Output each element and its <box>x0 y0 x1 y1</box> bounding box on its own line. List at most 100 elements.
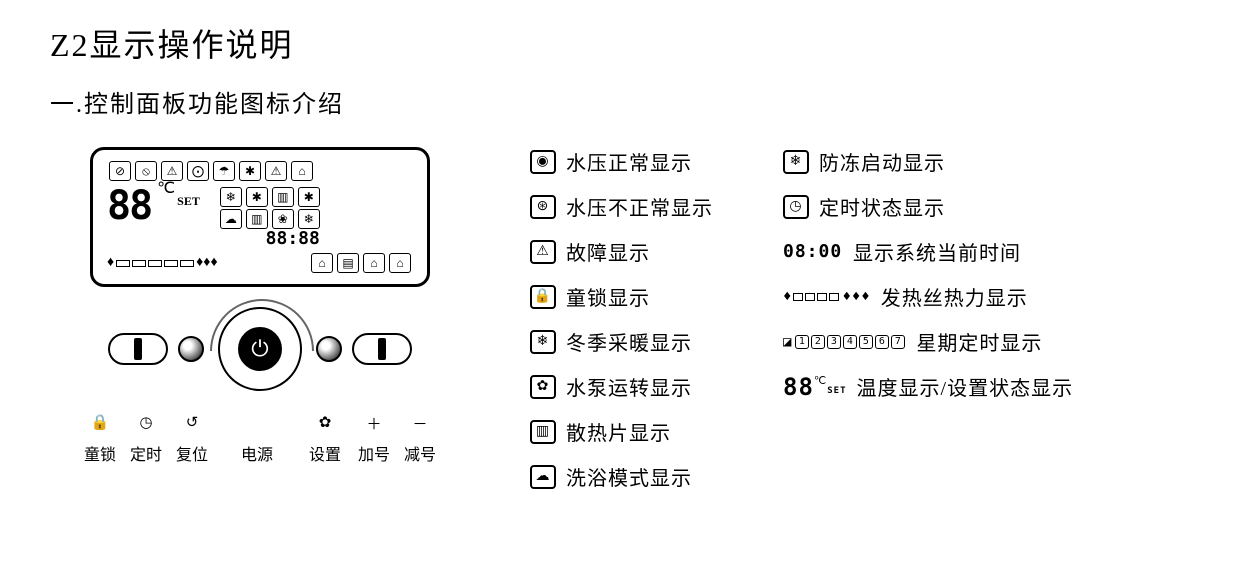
power-ring: ⏻ <box>218 307 302 391</box>
legend-icon: ▥ <box>530 420 556 444</box>
legend-item: ✿ 水泵运转显示 <box>530 372 713 401</box>
button-label: 电源 <box>215 413 299 465</box>
lcd-icon: ▥ <box>246 209 268 229</box>
legend-item: ⊛ 水压不正常显示 <box>530 192 713 221</box>
right-dot-button[interactable] <box>316 336 342 362</box>
button-label-icon: ◷ <box>123 413 169 431</box>
legend-label: 温度显示/设置状态显示 <box>857 372 1074 401</box>
legend-label: 散热片显示 <box>566 417 671 446</box>
button-label-text: 加号 <box>358 447 390 464</box>
legend-columns: ◉ 水压正常显示 ⊛ 水压不正常显示 ⚠ 故障显示 🔒 童锁显示 ❄ 冬季采暖显示 ✿ 水泵运转显示 ▥… <box>530 147 1073 507</box>
legend-col-left: ◉ 水压正常显示 ⊛ 水压不正常显示 ⚠ 故障显示 🔒 童锁显示 ❄ 冬季采暖显示 ✿ 水泵运转显示 ▥… <box>530 147 713 507</box>
legend-icon: ❄ <box>530 330 556 354</box>
legend-item: 88℃SET 温度显示/设置状态显示 <box>783 372 1073 401</box>
lcd-icon: ▥ <box>272 187 294 207</box>
lcd-icon: ⌂ <box>291 161 313 181</box>
button-labels-row: 🔒 童锁 ◷ 定时 ↺ 复位电源✿ 设置 ＋加号－ 减号 <box>50 413 470 465</box>
legend-icon: ⚠ <box>530 240 556 264</box>
legend-col-right: ❄ 防冻启动显示 ◷定时状态显示 08:00 显示系统当前时间 ♦♦♦♦发热丝热力显示 ◪1… <box>783 147 1073 507</box>
physical-controls: ⏻ <box>50 307 470 391</box>
lcd-temp-unit: ℃ <box>157 178 175 198</box>
lcd-set-label: SET <box>177 194 200 209</box>
button-label: ＋加号 <box>351 413 397 465</box>
lcd-icon: ⚠ <box>265 161 287 181</box>
legend-icon: 88℃SET <box>783 373 847 401</box>
legend-label: 水压不正常显示 <box>566 192 713 221</box>
button-label-text: 复位 <box>176 447 208 464</box>
legend-item: ⚠ 故障显示 <box>530 237 713 266</box>
legend-icon: ◷ <box>783 195 809 219</box>
legend-label: 防冻启动显示 <box>819 147 945 176</box>
lcd-icon: ❄ <box>298 209 320 229</box>
legend-icon: ☁ <box>530 465 556 489</box>
lcd-icon: ⦸ <box>135 161 157 181</box>
legend-label: 显示系统当前时间 <box>853 237 1021 266</box>
button-label: 🔒 童锁 <box>77 413 123 465</box>
legend-item: ♦♦♦♦发热丝热力显示 <box>783 282 1073 311</box>
lcd-icon: ⊘ <box>109 161 131 181</box>
legend-icon: ✿ <box>530 375 556 399</box>
legend-item: ◪1234567 星期定时显示 <box>783 327 1073 356</box>
button-label-text: 减号 <box>404 447 436 464</box>
legend-icon: 08:00 <box>783 241 843 262</box>
lcd-icon: ✱ <box>298 187 320 207</box>
right-knob[interactable] <box>352 333 412 365</box>
legend-icon: 🔒 <box>530 285 556 309</box>
legend-icon: ◉ <box>530 150 556 174</box>
legend-item: ◷定时状态显示 <box>783 192 1073 221</box>
button-label-icon <box>215 413 299 431</box>
lcd-side-row-1: ❄✱▥✱ <box>218 186 322 208</box>
legend-item: ❄ 防冻启动显示 <box>783 147 1073 176</box>
lcd-heat-bar: ♦ ♦♦♦ ⌂▤⌂⌂ <box>107 252 413 274</box>
content-row: ⊘⦸⚠⨀☂✱⚠⌂ 88 ℃ SET ❄✱▥✱ ☁▥❀❄ 88:88 ♦ <box>50 147 1204 507</box>
flame-icon: ♦ <box>107 255 114 271</box>
lcd-icon: ❀ <box>272 209 294 229</box>
flames-icon: ♦♦♦ <box>196 255 217 271</box>
lcd-temp-digits: 88 <box>107 186 151 226</box>
legend-icon: ❄ <box>783 150 809 174</box>
lcd-screen: ⊘⦸⚠⨀☂✱⚠⌂ 88 ℃ SET ❄✱▥✱ ☁▥❀❄ 88:88 ♦ <box>90 147 430 287</box>
button-label-icon: 🔒 <box>77 413 123 431</box>
legend-label: 童锁显示 <box>566 282 650 311</box>
lcd-top-icons: ⊘⦸⚠⨀☂✱⚠⌂ <box>107 160 413 182</box>
page-title: Z2显示操作说明 <box>50 20 1204 66</box>
button-label: － 减号 <box>397 413 443 465</box>
lcd-icon: ⌂ <box>363 253 385 273</box>
button-label: ✿ 设置 <box>299 413 351 465</box>
button-label-text: 设置 <box>309 447 341 464</box>
button-label-icon: － <box>397 413 443 431</box>
legend-item: ☁洗浴模式显示 <box>530 462 713 491</box>
lcd-icon: ⌂ <box>389 253 411 273</box>
left-knob[interactable] <box>108 333 168 365</box>
lcd-icon: ⨀ <box>187 161 209 181</box>
button-label-text: 定时 <box>130 447 162 464</box>
legend-item: 🔒 童锁显示 <box>530 282 713 311</box>
legend-icon: ◪1234567 <box>783 334 906 350</box>
legend-label: 冬季采暖显示 <box>566 327 692 356</box>
button-label: ↺ 复位 <box>169 413 215 465</box>
legend-label: 水泵运转显示 <box>566 372 692 401</box>
lcd-side-row-2: ☁▥❀❄ <box>218 208 322 230</box>
button-label-icon: ✿ <box>299 413 351 431</box>
legend-label: 星期定时显示 <box>916 327 1042 356</box>
panel-diagram: ⊘⦸⚠⨀☂✱⚠⌂ 88 ℃ SET ❄✱▥✱ ☁▥❀❄ 88:88 ♦ <box>50 147 470 465</box>
power-button[interactable]: ⏻ <box>238 327 282 371</box>
lcd-clock: 88:88 <box>266 230 320 248</box>
lcd-icon: ▤ <box>337 253 359 273</box>
button-label-text: 童锁 <box>84 447 116 464</box>
legend-item: 08:00 显示系统当前时间 <box>783 237 1073 266</box>
legend-label: 故障显示 <box>566 237 650 266</box>
lcd-side-row-3: ⌂▤⌂⌂ <box>309 252 413 274</box>
lcd-icon: ⌂ <box>311 253 333 273</box>
button-label: ◷ 定时 <box>123 413 169 465</box>
lcd-icon: ☁ <box>220 209 242 229</box>
legend-icon: ⊛ <box>530 195 556 219</box>
legend-label: 水压正常显示 <box>566 147 692 176</box>
section-subtitle: 一.控制面板功能图标介绍 <box>50 84 1204 119</box>
lcd-icon: ✱ <box>246 187 268 207</box>
legend-item: ❄ 冬季采暖显示 <box>530 327 713 356</box>
left-dot-button[interactable] <box>178 336 204 362</box>
lcd-icon: ☂ <box>213 161 235 181</box>
button-label-icon: ↺ <box>169 413 215 431</box>
legend-icon: ♦♦♦♦ <box>783 289 871 305</box>
